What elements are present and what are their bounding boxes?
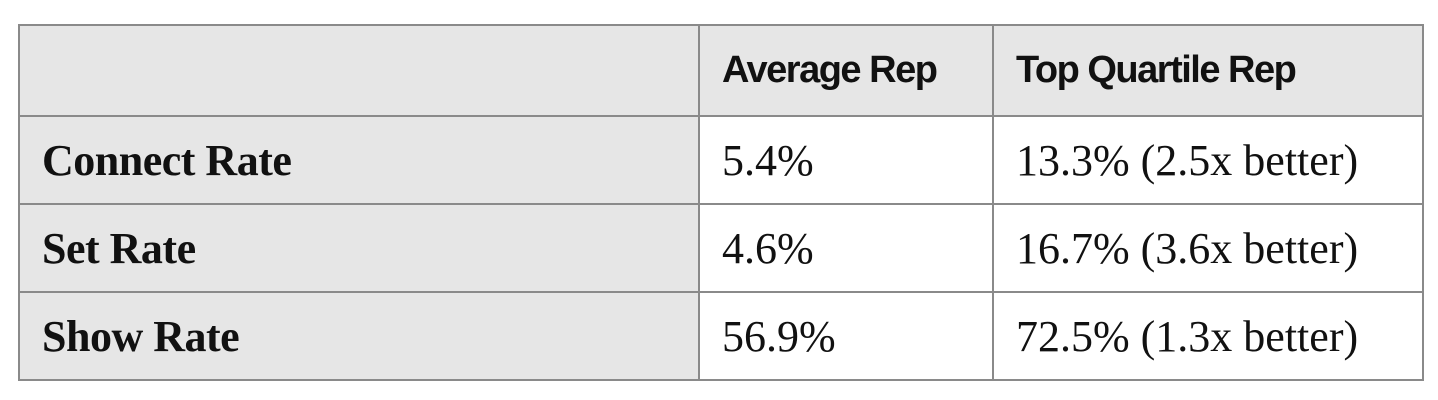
table-body: Connect Rate 5.4% 13.3% (2.5x better) Set R… [18,115,1424,381]
column-header: Average Rep [698,24,994,117]
row-label: Set Rate [18,203,700,293]
table-row: Connect Rate 5.4% 13.3% (2.5x better) [18,115,1424,205]
header-row: Average Rep Top Quartile Rep [18,24,1424,117]
table-row: Show Rate 56.9% 72.5% (1.3x better) [18,291,1424,381]
table-cell: 56.9% [698,291,994,381]
comparison-table: Average Rep Top Quartile Rep Connect Rat… [18,24,1424,381]
table-cell: 13.3% (2.5x better) [992,115,1424,205]
table-cell: 16.7% (3.6x better) [992,203,1424,293]
corner-cell [18,24,700,117]
table-cell: 5.4% [698,115,994,205]
row-label: Connect Rate [18,115,700,205]
column-header: Top Quartile Rep [992,24,1424,117]
table-cell: 72.5% (1.3x better) [992,291,1424,381]
table-cell: 4.6% [698,203,994,293]
row-label: Show Rate [18,291,700,381]
table-row: Set Rate 4.6% 16.7% (3.6x better) [18,203,1424,293]
